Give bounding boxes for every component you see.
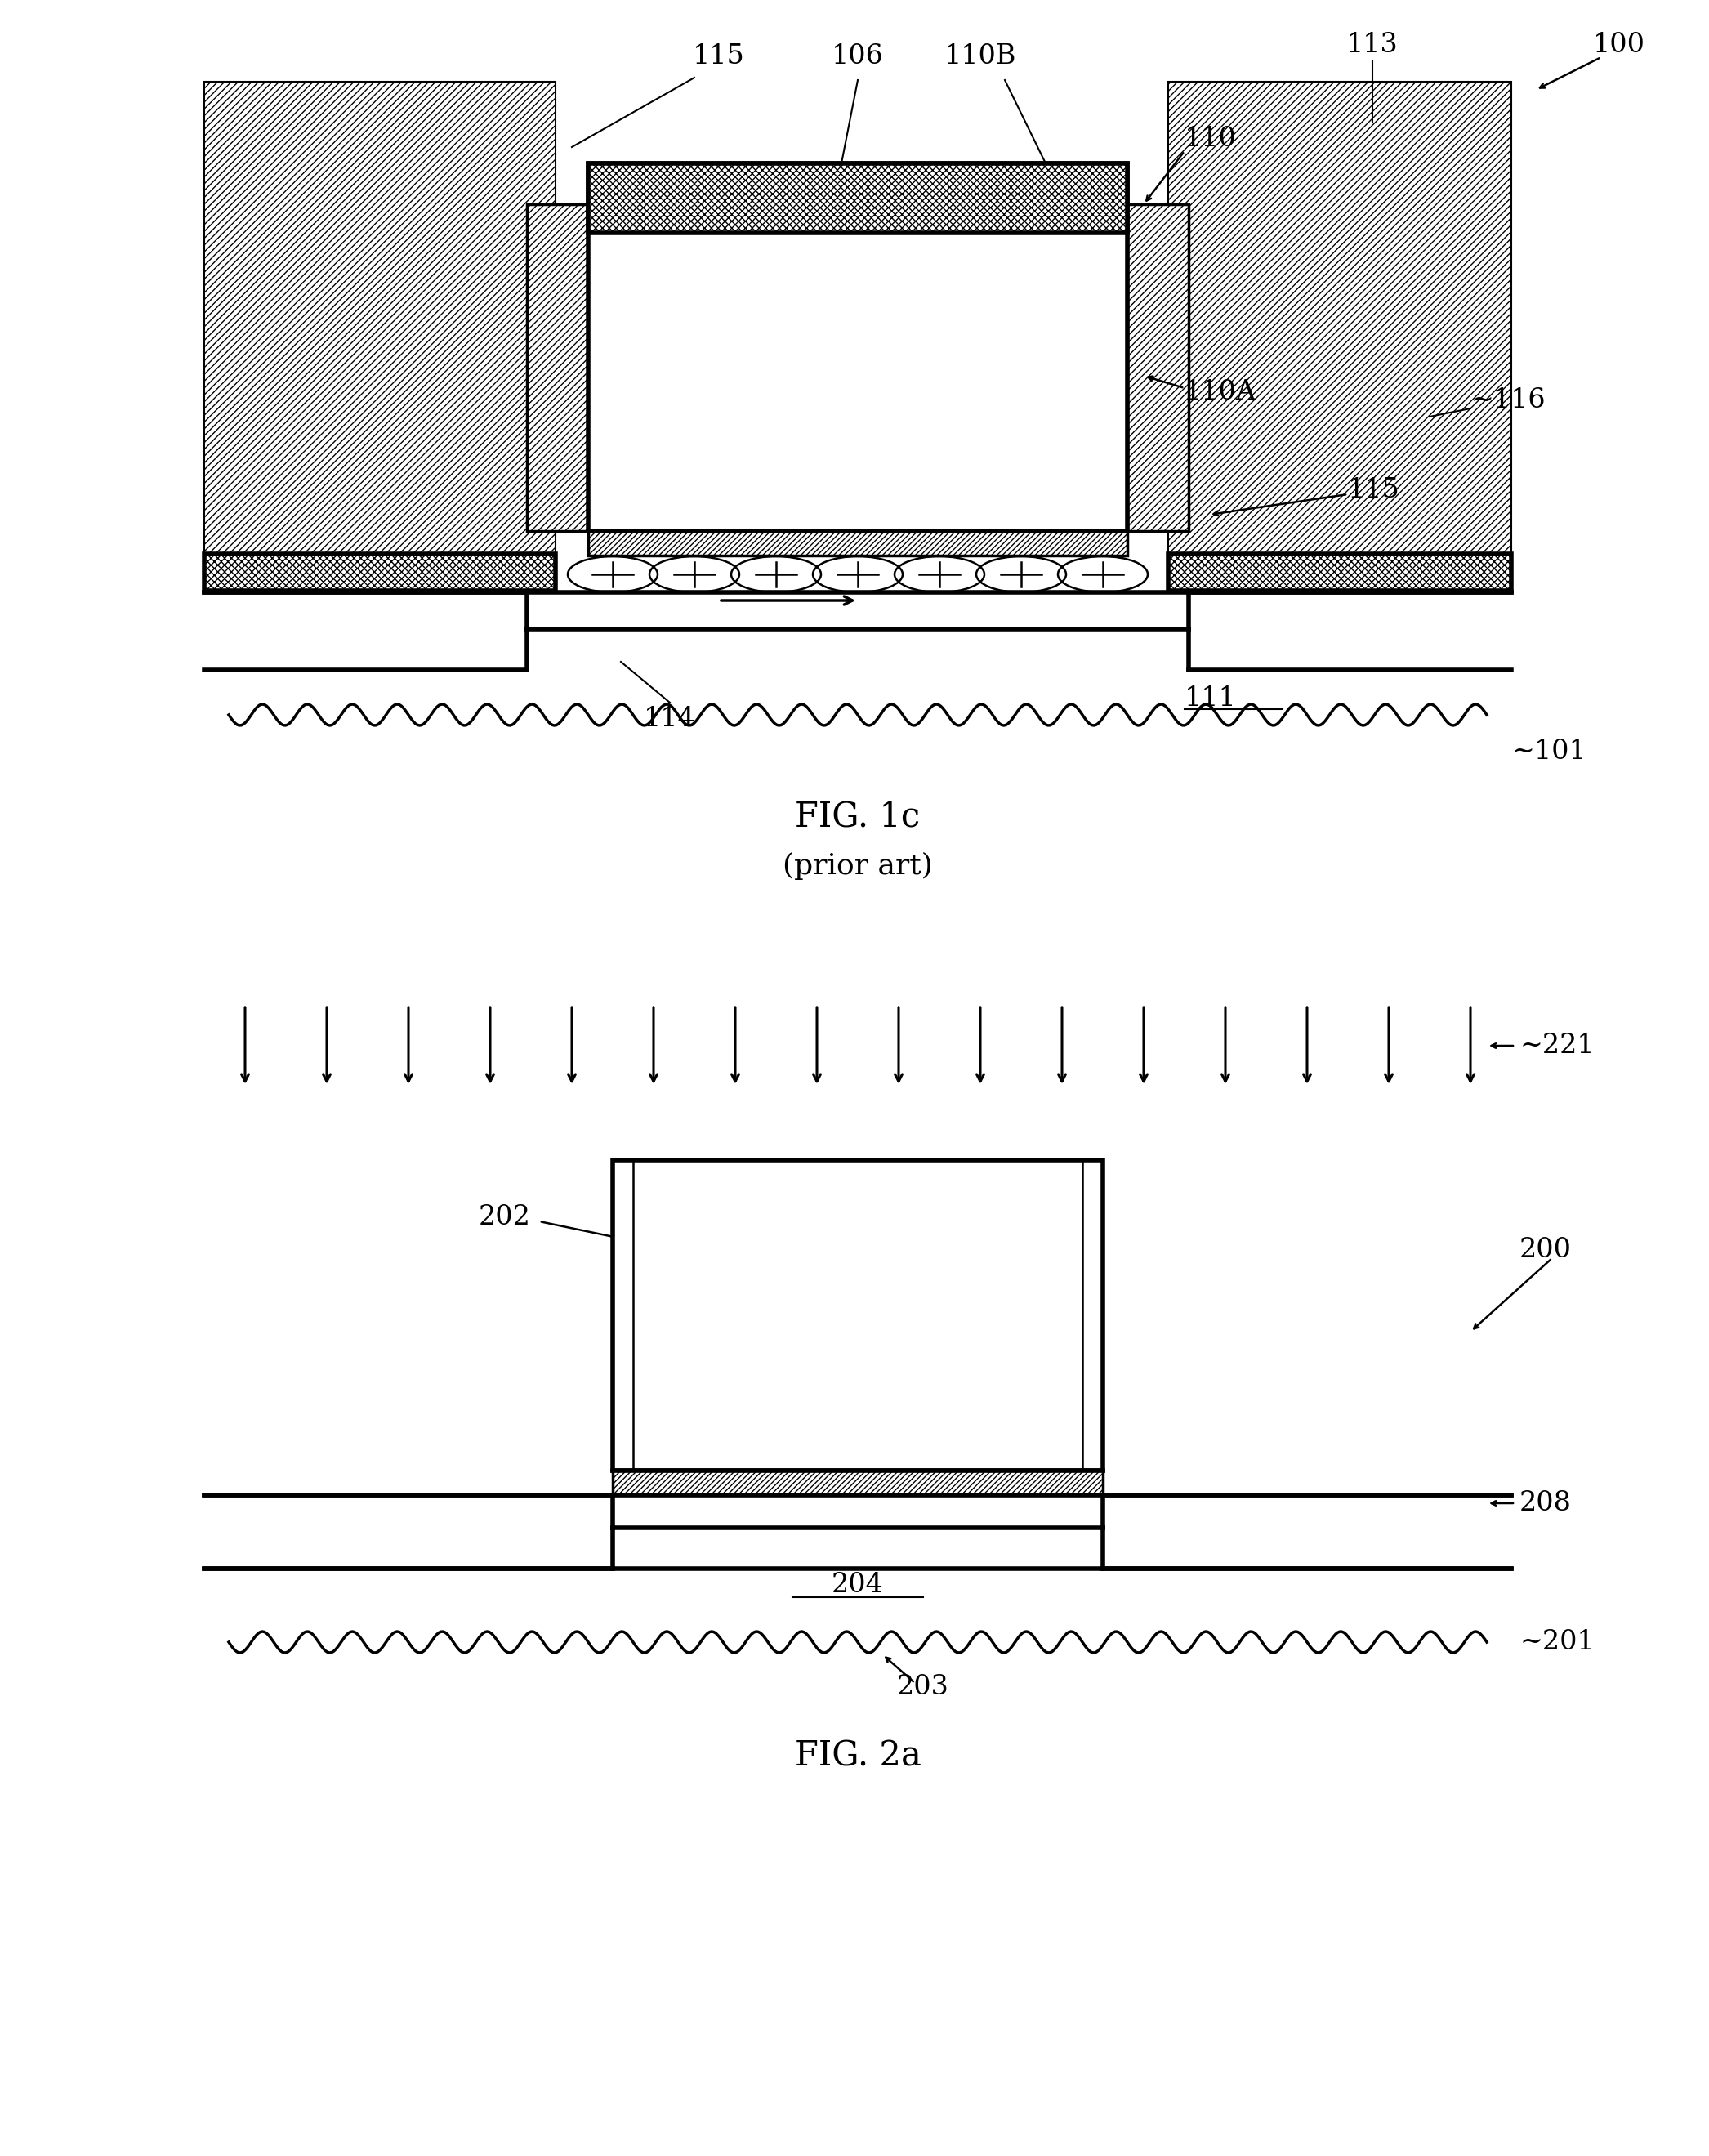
- Text: FIG. 2a: FIG. 2a: [795, 1740, 921, 1774]
- Bar: [588, 164, 1128, 233]
- Text: ~101: ~101: [1511, 740, 1586, 765]
- Text: ~221: ~221: [1519, 1033, 1594, 1059]
- Text: 115: 115: [1348, 476, 1400, 502]
- Bar: [1169, 82, 1511, 589]
- Text: ~116: ~116: [1470, 388, 1545, 414]
- Text: 113: 113: [1347, 32, 1398, 58]
- Polygon shape: [526, 205, 588, 530]
- Text: 114: 114: [644, 705, 696, 733]
- Text: 203: 203: [897, 1673, 948, 1701]
- Bar: [588, 164, 1128, 530]
- Bar: [205, 554, 555, 591]
- Text: (prior art): (prior art): [783, 852, 933, 880]
- Bar: [588, 530, 1128, 556]
- Bar: [588, 164, 1128, 233]
- Text: 105: 105: [832, 298, 884, 323]
- Bar: [614, 1470, 1102, 1494]
- Text: 206: 206: [832, 1343, 884, 1369]
- Text: 110A: 110A: [1184, 379, 1256, 405]
- Text: 110B: 110B: [943, 43, 1017, 69]
- Bar: [205, 554, 555, 591]
- Text: 202: 202: [479, 1205, 531, 1231]
- Text: 205: 205: [832, 1253, 884, 1279]
- Text: 106: 106: [832, 43, 884, 69]
- Text: 111: 111: [1184, 686, 1237, 711]
- Text: 110: 110: [1184, 125, 1237, 151]
- Text: 106: 106: [832, 379, 884, 405]
- Bar: [614, 1470, 1102, 1494]
- Text: 204: 204: [832, 1572, 884, 1598]
- Text: 208: 208: [1519, 1490, 1572, 1516]
- Bar: [614, 1160, 1102, 1470]
- Text: FIG. 1c: FIG. 1c: [795, 800, 921, 834]
- Bar: [1169, 554, 1511, 591]
- Bar: [1169, 554, 1511, 591]
- Bar: [588, 530, 1128, 556]
- Text: 200: 200: [1519, 1238, 1572, 1263]
- Text: 115: 115: [692, 43, 745, 69]
- Text: 100: 100: [1593, 32, 1646, 58]
- Bar: [205, 82, 555, 589]
- Bar: [205, 82, 555, 589]
- Text: ~201: ~201: [1519, 1630, 1594, 1656]
- Bar: [1169, 82, 1511, 589]
- Polygon shape: [1128, 205, 1189, 530]
